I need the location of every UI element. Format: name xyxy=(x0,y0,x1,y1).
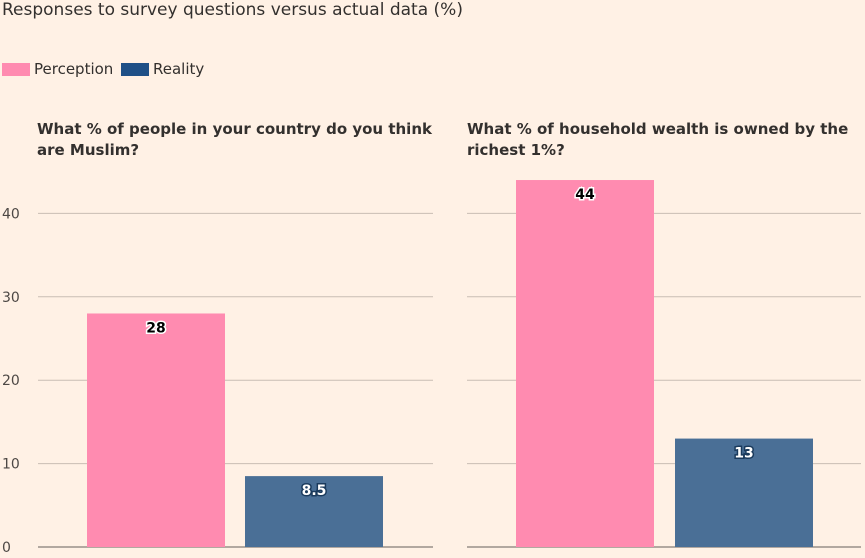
data-label-1-perception: 28 xyxy=(146,320,165,336)
y-tick-label-30: 30 xyxy=(2,290,20,306)
bar-2-perception xyxy=(516,180,654,548)
data-label-1-reality: 8.5 xyxy=(302,483,327,499)
legend-label-reality: Reality xyxy=(153,60,205,78)
panel-title-muslim: What % of people in your country do you … xyxy=(37,120,432,159)
bar-2-reality xyxy=(675,438,813,547)
y-tick-label-10: 10 xyxy=(2,457,20,473)
bar-1-perception xyxy=(87,313,225,547)
legend-item-perception: Perception xyxy=(2,60,113,78)
bar-1-reality xyxy=(245,476,383,547)
data-label-2-perception: 44 xyxy=(575,187,595,203)
legend-item-reality: Reality xyxy=(121,60,204,78)
legend-swatch-perception xyxy=(2,62,30,76)
legend-swatch-reality xyxy=(121,62,149,76)
data-label-2-reality: 13 xyxy=(734,446,753,462)
panel-title-wealth: What % of household wealth is owned by t… xyxy=(467,120,849,159)
chart-title: Responses to survey questions versus act… xyxy=(2,0,463,20)
y-tick-label-0: 0 xyxy=(2,540,11,556)
y-tick-label-40: 40 xyxy=(2,206,20,222)
y-tick-label-20: 20 xyxy=(2,373,20,389)
legend-label-perception: Perception xyxy=(34,60,114,78)
